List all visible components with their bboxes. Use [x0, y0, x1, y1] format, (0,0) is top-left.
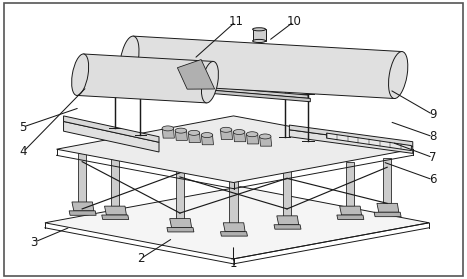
Text: 1: 1 [230, 256, 237, 270]
Polygon shape [253, 29, 266, 41]
Polygon shape [234, 132, 246, 142]
Polygon shape [170, 219, 191, 227]
Polygon shape [340, 206, 361, 215]
Polygon shape [326, 133, 411, 151]
Ellipse shape [188, 130, 200, 135]
Polygon shape [57, 116, 413, 182]
Polygon shape [69, 211, 96, 215]
Polygon shape [377, 203, 399, 212]
Ellipse shape [246, 132, 258, 137]
Ellipse shape [220, 127, 232, 132]
Text: 7: 7 [429, 151, 437, 164]
Text: 3: 3 [30, 236, 38, 249]
Polygon shape [223, 223, 245, 232]
Ellipse shape [259, 134, 271, 139]
Polygon shape [162, 128, 174, 138]
Ellipse shape [253, 28, 266, 31]
Polygon shape [274, 225, 301, 229]
Polygon shape [346, 162, 354, 206]
Polygon shape [177, 59, 215, 89]
Text: 4: 4 [19, 145, 27, 158]
Polygon shape [64, 116, 159, 142]
Ellipse shape [253, 39, 266, 42]
Ellipse shape [389, 52, 408, 98]
Ellipse shape [234, 129, 245, 134]
Text: 2: 2 [137, 252, 144, 265]
Polygon shape [201, 135, 213, 145]
Ellipse shape [201, 61, 219, 103]
Ellipse shape [201, 133, 213, 138]
Text: 11: 11 [228, 15, 243, 28]
Polygon shape [383, 158, 391, 203]
Ellipse shape [71, 54, 89, 95]
Polygon shape [290, 130, 413, 153]
Polygon shape [105, 206, 127, 215]
Ellipse shape [162, 126, 174, 131]
Polygon shape [45, 187, 429, 259]
Polygon shape [220, 232, 248, 236]
Polygon shape [126, 36, 402, 98]
Polygon shape [167, 227, 194, 232]
Polygon shape [113, 82, 311, 102]
Polygon shape [110, 78, 308, 98]
Polygon shape [78, 153, 86, 202]
Polygon shape [102, 215, 129, 220]
Polygon shape [77, 54, 213, 103]
Ellipse shape [175, 128, 187, 133]
Text: 8: 8 [429, 130, 437, 143]
Text: 5: 5 [19, 121, 27, 134]
Polygon shape [277, 216, 299, 225]
Polygon shape [64, 121, 159, 152]
Polygon shape [374, 212, 401, 217]
Text: 9: 9 [429, 108, 437, 121]
Polygon shape [260, 136, 272, 146]
Polygon shape [176, 170, 184, 219]
Polygon shape [229, 175, 238, 223]
Ellipse shape [120, 36, 139, 83]
Polygon shape [337, 215, 364, 220]
Text: 10: 10 [287, 15, 302, 28]
Polygon shape [283, 170, 291, 216]
Polygon shape [247, 134, 259, 144]
Polygon shape [111, 159, 119, 206]
Text: 6: 6 [429, 173, 437, 186]
Polygon shape [175, 131, 187, 140]
Polygon shape [188, 133, 200, 143]
Polygon shape [220, 130, 233, 140]
Polygon shape [290, 125, 413, 146]
Polygon shape [72, 202, 94, 211]
